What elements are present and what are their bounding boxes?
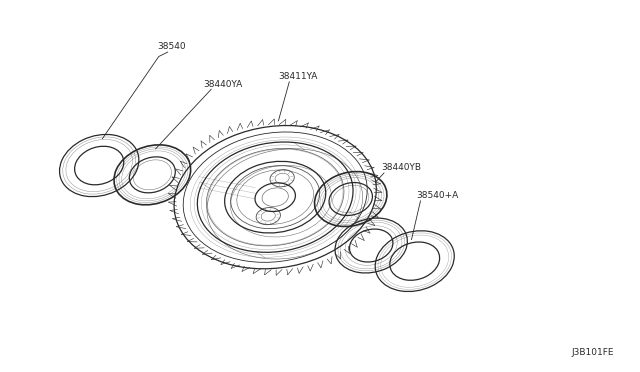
Text: 38540+A: 38540+A <box>416 191 458 200</box>
Text: 38440YA: 38440YA <box>204 80 243 89</box>
Text: J3B101FE: J3B101FE <box>572 348 614 357</box>
Text: 38411YA: 38411YA <box>278 72 318 81</box>
Text: 38540: 38540 <box>157 42 186 51</box>
Text: 38440YB: 38440YB <box>381 163 421 172</box>
